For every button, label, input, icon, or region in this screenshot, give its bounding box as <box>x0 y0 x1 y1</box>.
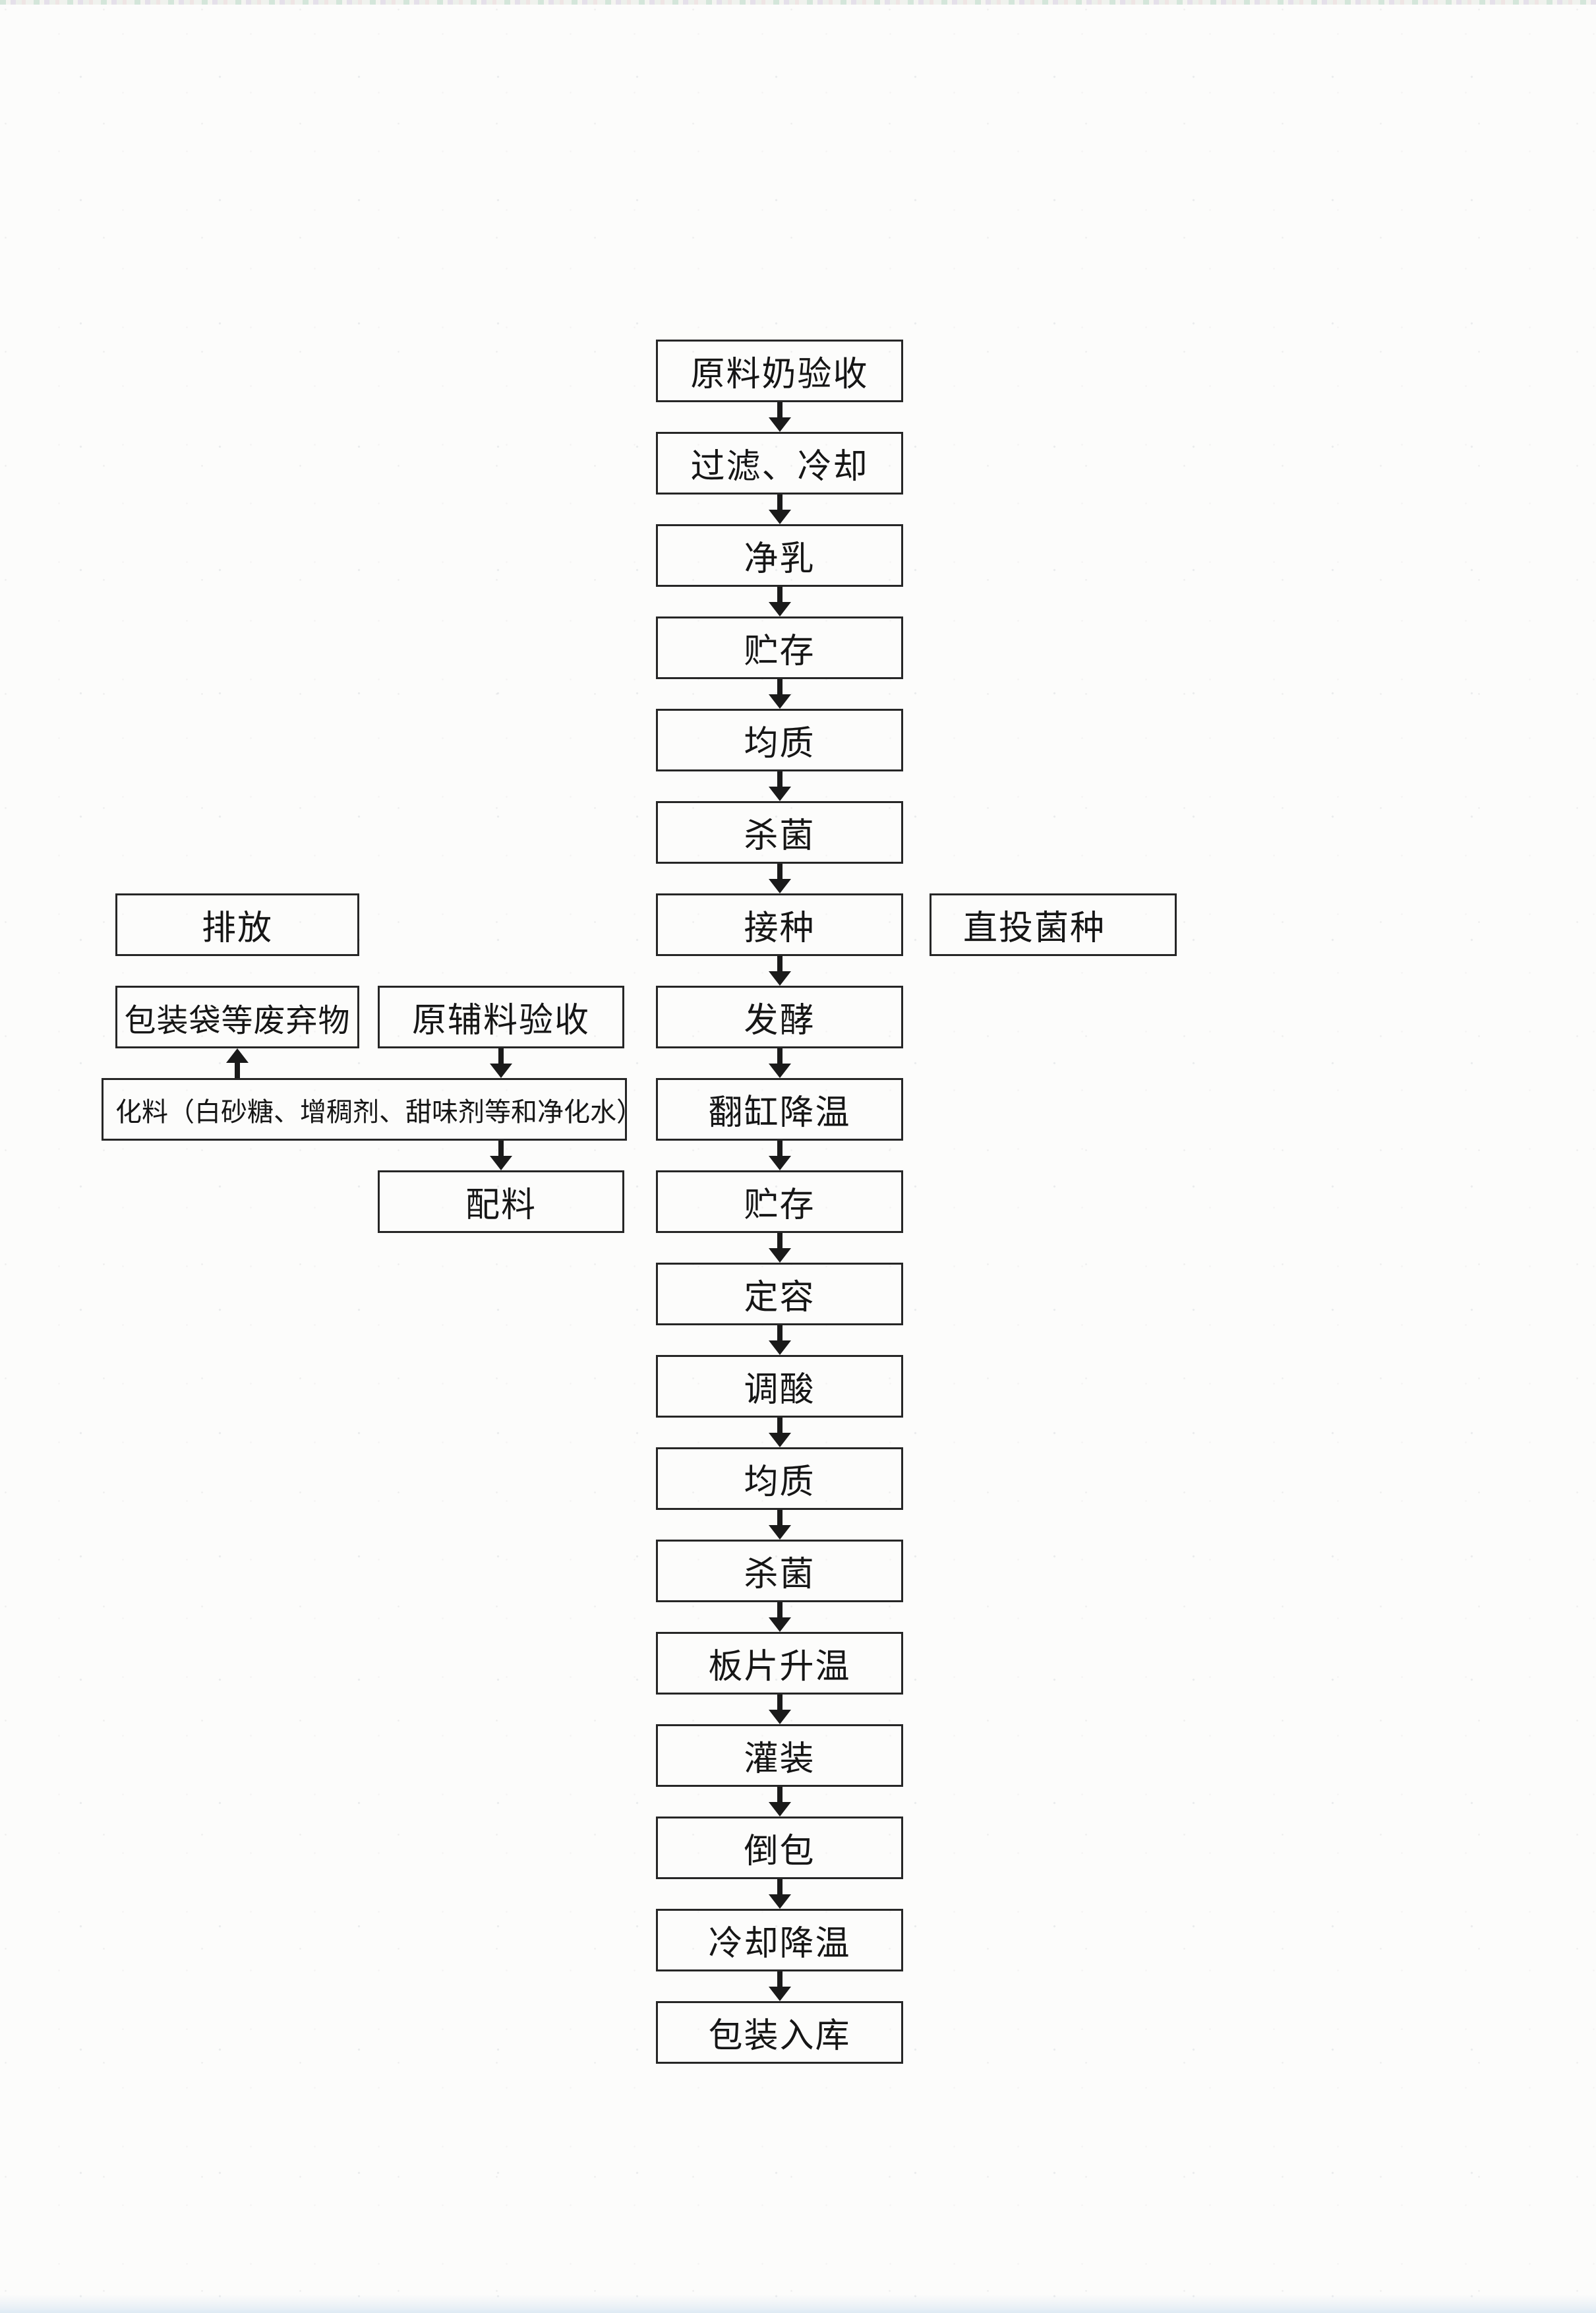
node-homogenization-1: 均质 <box>656 709 903 771</box>
node-acid-adjustment: 调酸 <box>656 1355 903 1418</box>
node-label: 发酵 <box>744 1002 815 1040</box>
scan-artifact-bottom-band <box>0 2295 1596 2313</box>
arrow-down-icon <box>656 864 903 893</box>
node-plate-heating: 板片升温 <box>656 1632 903 1695</box>
node-label: 倒包 <box>744 1833 815 1871</box>
node-label: 贮存 <box>744 1187 815 1224</box>
node-label: 均质 <box>744 725 815 763</box>
node-label: 化料（白砂糖、增稠剂、甜味剂等和净化水） <box>115 1096 643 1127</box>
node-label: 原辅料验收 <box>411 1002 590 1040</box>
node-inoculation: 接种 <box>656 893 903 956</box>
node-label: 过滤、冷却 <box>690 448 869 486</box>
arrow-down-icon <box>656 1418 903 1447</box>
node-fermentation: 发酵 <box>656 986 903 1048</box>
arrow-down-icon <box>656 495 903 524</box>
node-raw-aux-acceptance: 原辅料验收 <box>378 986 624 1048</box>
node-label: 均质 <box>744 1464 815 1501</box>
arrow-down-icon <box>656 1325 903 1355</box>
node-label: 接种 <box>744 910 815 947</box>
arrow-down-icon <box>656 1971 903 2001</box>
node-filling: 灌装 <box>656 1724 903 1787</box>
node-volume-fixing: 定容 <box>656 1263 903 1325</box>
node-repackaging: 倒包 <box>656 1817 903 1879</box>
node-label: 贮存 <box>744 633 815 671</box>
node-label: 板片升温 <box>708 1648 851 1686</box>
arrow-down-icon <box>656 1602 903 1632</box>
arrow-down-icon <box>656 1141 903 1170</box>
node-batching: 配料 <box>378 1170 624 1233</box>
node-direct-vat-culture: 直投菌种 <box>930 893 1177 956</box>
node-tank-transfer-cooling: 翻缸降温 <box>656 1078 903 1141</box>
node-label: 冷却降温 <box>708 1925 851 1963</box>
node-label: 净乳 <box>744 541 815 578</box>
arrow-down-icon <box>656 1048 903 1078</box>
scan-artifact-top-line <box>0 0 1596 5</box>
arrow-down-icon <box>656 956 903 986</box>
arrow-down-icon <box>490 1048 512 1078</box>
node-label: 杀菌 <box>744 818 815 855</box>
node-cooling: 冷却降温 <box>656 1909 903 1971</box>
arrow-down-icon <box>656 771 903 801</box>
node-label: 直投菌种 <box>963 910 1106 947</box>
arrow-down-icon <box>656 1695 903 1724</box>
arrow-down-icon <box>656 1787 903 1817</box>
node-label: 包装入库 <box>708 2018 851 2055</box>
arrow-down-icon <box>656 1510 903 1540</box>
node-filter-cooling: 过滤、冷却 <box>656 432 903 495</box>
node-label: 调酸 <box>744 1371 815 1409</box>
node-milk-clarification: 净乳 <box>656 524 903 587</box>
node-packaging-waste: 包装袋等废弃物 <box>115 986 359 1048</box>
arrow-down-icon <box>656 587 903 616</box>
arrow-down-icon <box>656 1233 903 1263</box>
node-label: 杀菌 <box>744 1556 815 1594</box>
node-storage-2: 贮存 <box>656 1170 903 1233</box>
node-pasteurization-2: 杀菌 <box>656 1540 903 1602</box>
node-label: 原料奶验收 <box>690 356 869 394</box>
arrow-up-icon <box>226 1048 249 1078</box>
node-label: 翻缸降温 <box>708 1095 851 1132</box>
node-label: 包装袋等废弃物 <box>124 1003 351 1038</box>
arrow-down-icon <box>656 679 903 709</box>
node-storage-1: 贮存 <box>656 616 903 679</box>
main-flow-column: 原料奶验收 过滤、冷却 净乳 贮存 均质 杀菌 接种 发酵 翻缸降温 贮存 定容… <box>656 340 903 2064</box>
node-label: 灌装 <box>744 1741 815 1778</box>
arrow-down-icon <box>490 1141 512 1170</box>
node-material-dissolving: 化料（白砂糖、增稠剂、甜味剂等和净化水） <box>102 1078 643 1141</box>
arrow-down-icon <box>656 402 903 432</box>
arrow-down-icon <box>656 1879 903 1909</box>
node-pasteurization-1: 杀菌 <box>656 801 903 864</box>
node-homogenization-2: 均质 <box>656 1447 903 1510</box>
node-label: 排放 <box>201 910 273 947</box>
node-label: 定容 <box>744 1279 815 1317</box>
node-label: 配料 <box>465 1187 537 1224</box>
node-raw-milk-acceptance: 原料奶验收 <box>656 340 903 402</box>
node-packing-warehousing: 包装入库 <box>656 2001 903 2064</box>
node-discharge: 排放 <box>115 893 359 956</box>
